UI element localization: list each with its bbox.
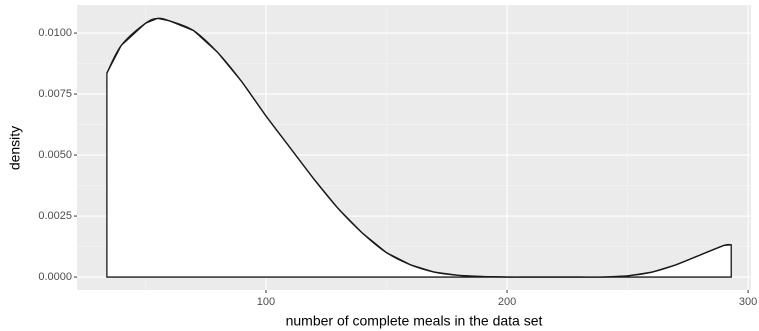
x-tick-label: 200 [498,296,516,308]
y-axis-title: density [7,126,23,170]
y-tick-label: 0.0025 [38,210,72,222]
x-axis-title: number of complete meals in the data set [286,313,543,329]
y-tick-label: 0.0100 [38,27,72,39]
y-tick-label: 0.0000 [38,271,72,283]
y-tick-label: 0.0050 [38,149,72,161]
x-tick-label: 300 [739,296,757,308]
x-tick-label: 100 [257,296,275,308]
density-line [106,17,732,278]
y-tick-label: 0.0075 [38,88,72,100]
